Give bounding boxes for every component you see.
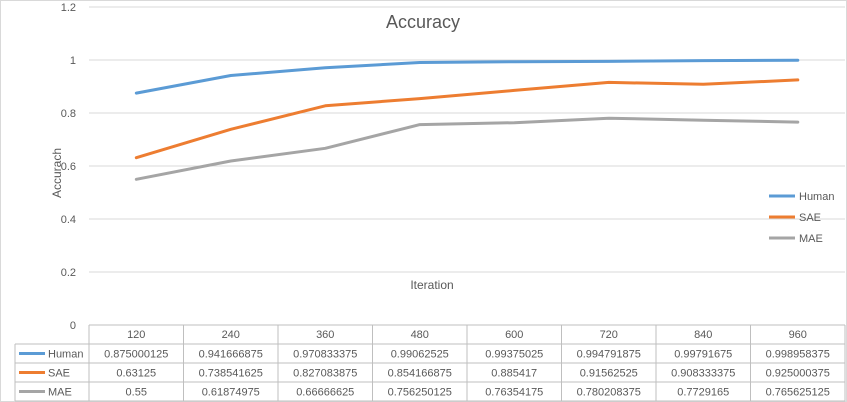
table-cell-value: 0.61874975 <box>202 387 260 399</box>
series-line-mae <box>134 116 800 181</box>
y-tick-label: 0.8 <box>61 108 76 120</box>
legend-label-sae: SAE <box>799 212 821 224</box>
table-cell-value: 0.99375025 <box>485 349 543 361</box>
table-cell-value: 0.55 <box>126 387 147 399</box>
table-row-label: SAE <box>48 368 70 380</box>
x-tick-label: 240 <box>222 329 240 341</box>
gridlines <box>89 6 845 273</box>
chart-title: Accuracy <box>386 12 460 32</box>
table-row-label: Human <box>48 349 83 361</box>
table-cell-value: 0.66666625 <box>296 387 354 399</box>
x-tick-label: 120 <box>127 329 145 341</box>
x-tick-label: 720 <box>600 329 618 341</box>
table-cell-value: 0.780208375 <box>577 387 641 399</box>
table-cell-value: 0.7729165 <box>677 387 729 399</box>
y-axis-title: Accurach <box>50 148 64 198</box>
table-row-label: MAE <box>48 387 72 399</box>
x-tick-label: 480 <box>411 329 429 341</box>
table-cell-value: 0.63125 <box>116 368 156 380</box>
y-tick-label: 0.6 <box>61 161 76 173</box>
x-tick-label: 840 <box>694 329 712 341</box>
table-cell-value: 0.827083875 <box>293 368 357 380</box>
data-table: 120 240 360 480 600 720 840 960 Human 0.875000125… <box>14 324 846 402</box>
table-cell-value: 0.994791875 <box>577 349 641 361</box>
y-tick-label: 1.2 <box>61 2 76 14</box>
x-tick-label: 360 <box>316 329 334 341</box>
legend-label-mae: MAE <box>799 233 823 245</box>
table-cell-value: 0.76354175 <box>485 387 543 399</box>
y-tick-label: 1 <box>70 55 76 67</box>
table-cell-value: 0.99791675 <box>674 349 732 361</box>
table-cell-value: 0.908333375 <box>671 368 735 380</box>
series-lines <box>134 58 800 181</box>
table-cell-value: 0.738541625 <box>199 368 263 380</box>
table-cell-value: 0.765625125 <box>766 387 830 399</box>
table-cell-value: 0.885417 <box>491 368 537 380</box>
legend-label-human: Human <box>799 191 834 203</box>
x-tick-label: 960 <box>789 329 807 341</box>
table-cell-value: 0.941666875 <box>199 349 263 361</box>
series-line-sae <box>134 78 800 160</box>
table-cell-value: 0.756250125 <box>388 387 452 399</box>
table-cell-value: 0.854166875 <box>388 368 452 380</box>
table-cell-value: 0.875000125 <box>104 349 168 361</box>
table-cell-value: 0.91562525 <box>580 368 638 380</box>
table-cell-value: 0.970833375 <box>293 349 357 361</box>
y-tick-label: 0.4 <box>61 214 76 226</box>
table-cell-value: 0.925000375 <box>766 368 830 380</box>
y-tick-label: 0 <box>70 320 76 332</box>
table-cell-value: 0.99062525 <box>391 349 449 361</box>
table-cell-value: 0.998958375 <box>766 349 830 361</box>
y-axis-ticks: 0 0.2 0.4 0.6 0.8 1 1.2 <box>61 2 76 332</box>
x-tick-label: 600 <box>505 329 523 341</box>
y-tick-label: 0.2 <box>61 267 76 279</box>
series-line-human <box>134 58 800 95</box>
legend: Human SAE MAE <box>769 191 834 245</box>
x-axis-title: Iteration <box>410 278 453 292</box>
